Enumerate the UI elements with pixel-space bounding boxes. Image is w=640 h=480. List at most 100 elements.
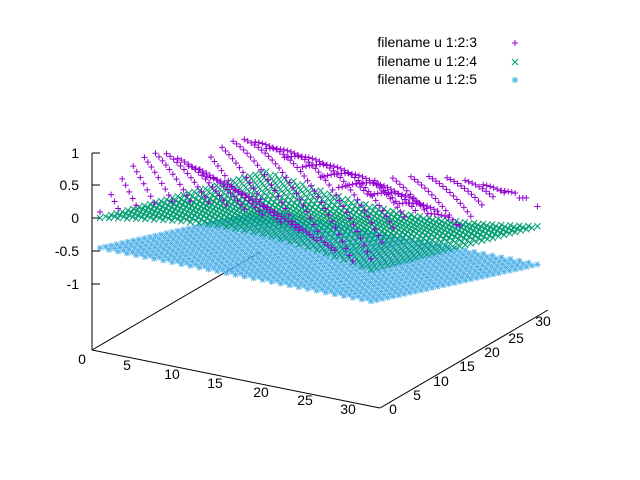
point [323, 277, 330, 284]
point [192, 261, 199, 268]
point [314, 203, 322, 211]
point [133, 202, 140, 209]
point [211, 223, 218, 230]
point [252, 138, 259, 145]
point [384, 184, 391, 191]
point [494, 186, 501, 193]
point [229, 212, 236, 220]
point [438, 212, 445, 219]
point [307, 270, 314, 277]
point [291, 236, 299, 244]
point [153, 239, 160, 246]
point [184, 170, 191, 177]
legend-label-3: filename u 1:2:5 [377, 71, 477, 87]
point [225, 265, 232, 272]
point [450, 244, 458, 252]
point [349, 264, 356, 271]
point [499, 226, 507, 233]
point [157, 206, 164, 214]
point [451, 249, 458, 256]
point [290, 273, 297, 280]
point [405, 240, 412, 247]
point [395, 292, 402, 299]
point [483, 253, 490, 260]
point [276, 273, 283, 280]
point [236, 164, 243, 171]
point [249, 196, 256, 203]
point [167, 251, 174, 258]
point [358, 277, 365, 284]
back-axis-line [91, 251, 261, 351]
point [230, 245, 237, 252]
point [216, 233, 223, 240]
point [333, 192, 340, 199]
point [461, 185, 468, 192]
point [351, 191, 358, 198]
point [350, 221, 357, 228]
point [171, 243, 178, 250]
point [375, 292, 382, 299]
point [424, 274, 431, 281]
z-tick-label: 1 [71, 145, 79, 161]
point [278, 227, 285, 234]
point [368, 249, 375, 256]
point [389, 244, 396, 251]
point [195, 198, 203, 205]
point [354, 224, 362, 231]
point [271, 187, 278, 194]
point [242, 192, 249, 199]
point [330, 283, 337, 290]
point [525, 259, 532, 266]
point [484, 226, 492, 234]
point [467, 213, 474, 220]
point [160, 208, 168, 216]
point [269, 225, 276, 232]
point [201, 233, 208, 240]
point [256, 197, 263, 205]
point [429, 175, 436, 182]
point [471, 267, 478, 274]
point [203, 214, 211, 222]
point [418, 229, 426, 237]
point [434, 248, 441, 256]
point [433, 178, 439, 185]
point [269, 267, 276, 274]
point [391, 240, 398, 247]
point [235, 214, 242, 221]
point [432, 195, 439, 202]
point [189, 258, 196, 265]
point [467, 257, 474, 264]
point [148, 206, 155, 213]
point [310, 254, 317, 261]
point [406, 255, 414, 263]
point [534, 222, 541, 230]
point [398, 228, 406, 236]
point [335, 282, 342, 289]
point [361, 280, 368, 287]
point [224, 186, 231, 193]
point [447, 276, 454, 283]
point [373, 297, 380, 303]
point [481, 269, 487, 276]
point [151, 207, 159, 215]
point [424, 210, 431, 217]
point [255, 213, 262, 220]
point [473, 274, 480, 281]
point [313, 237, 320, 244]
point [201, 218, 209, 226]
point [468, 264, 475, 271]
point [254, 162, 261, 169]
point [519, 224, 527, 231]
point [389, 260, 397, 267]
point [399, 191, 406, 198]
point [183, 192, 190, 199]
point [260, 265, 267, 272]
point [474, 221, 482, 229]
point [250, 228, 257, 236]
point [411, 213, 418, 221]
point [212, 194, 220, 202]
point [394, 254, 401, 261]
point [257, 220, 264, 227]
point [279, 169, 286, 176]
point [268, 218, 275, 225]
